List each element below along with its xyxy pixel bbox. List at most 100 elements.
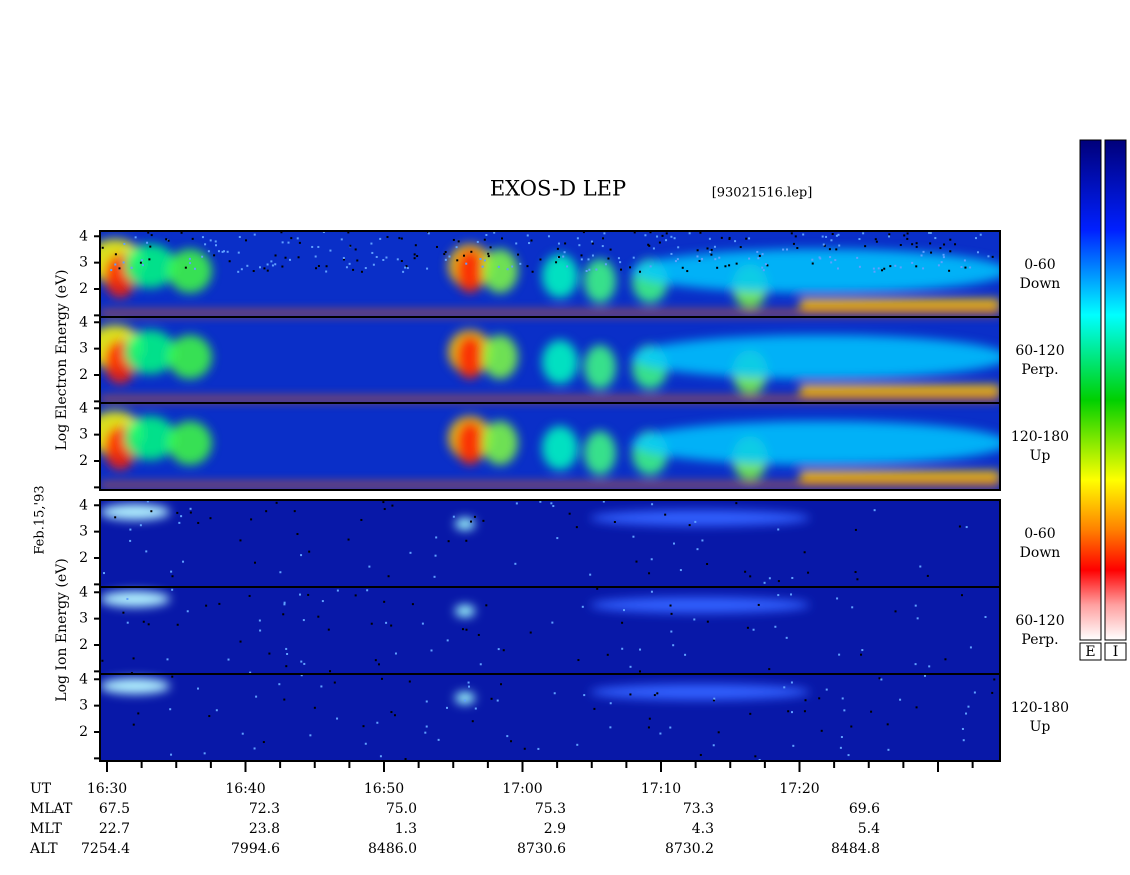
speckle xyxy=(791,576,794,579)
speckle xyxy=(249,671,252,674)
speckle xyxy=(493,231,496,234)
speckle xyxy=(713,697,716,700)
y-tick-label: 2 xyxy=(79,724,88,740)
blob xyxy=(100,591,170,607)
speckle xyxy=(483,259,486,262)
speckle xyxy=(807,571,810,574)
speckle xyxy=(506,268,509,271)
speckle xyxy=(297,256,300,259)
speckle xyxy=(754,755,757,758)
speckle xyxy=(930,251,933,254)
speckle xyxy=(652,247,655,250)
speckle xyxy=(180,515,183,518)
speckle xyxy=(483,238,486,241)
speckle xyxy=(360,270,363,273)
speckle xyxy=(819,257,822,260)
speckle xyxy=(270,260,273,263)
speckle xyxy=(122,261,125,264)
speckle xyxy=(796,247,799,250)
blob xyxy=(124,416,176,460)
speckle xyxy=(591,242,594,245)
time-label: 16:40 xyxy=(225,781,265,797)
speckle xyxy=(296,237,299,240)
speckle xyxy=(899,698,902,701)
band xyxy=(800,299,1000,309)
orbit-value: 23.8 xyxy=(249,821,280,837)
speckle xyxy=(922,250,925,253)
speckle xyxy=(383,508,386,511)
blob xyxy=(482,421,518,465)
orbit-value: 75.0 xyxy=(386,801,417,817)
speckle xyxy=(889,265,892,268)
speckle xyxy=(205,604,208,607)
speckle xyxy=(635,560,638,563)
speckle xyxy=(748,237,751,240)
speckle xyxy=(744,570,747,573)
speckle xyxy=(404,266,407,269)
speckle xyxy=(413,257,416,260)
speckle xyxy=(556,247,559,250)
speckle xyxy=(317,264,320,267)
speckle xyxy=(400,260,403,263)
speckle xyxy=(452,238,455,241)
panel-angle: 0-60 xyxy=(1024,257,1055,273)
speckle xyxy=(228,260,231,263)
time-label: 17:00 xyxy=(502,781,542,797)
speckle xyxy=(479,257,482,260)
speckle xyxy=(434,554,437,557)
blob xyxy=(168,249,212,293)
speckle xyxy=(873,509,876,512)
speckle xyxy=(644,234,647,237)
speckle xyxy=(370,242,373,245)
speckle xyxy=(916,617,919,620)
speckle xyxy=(184,266,187,269)
orbit-value: 1.3 xyxy=(395,821,417,837)
speckle xyxy=(777,594,780,597)
speckle xyxy=(421,622,424,625)
speckle xyxy=(823,244,826,247)
speckle xyxy=(424,731,427,734)
y-tick-label: 4 xyxy=(79,497,88,513)
speckle xyxy=(300,660,303,663)
orbit-value: 8730.6 xyxy=(517,841,566,857)
blob xyxy=(456,335,484,379)
speckle xyxy=(915,242,918,245)
speckle xyxy=(390,624,393,627)
blob xyxy=(168,421,212,465)
speckle xyxy=(670,630,673,633)
speckle xyxy=(984,615,987,618)
orbit-value: 8484.8 xyxy=(831,841,880,857)
speckle xyxy=(501,237,504,240)
speckle xyxy=(777,528,780,531)
speckle xyxy=(965,712,968,715)
orbit-value: 67.5 xyxy=(99,801,130,817)
speckle xyxy=(696,255,699,258)
speckle xyxy=(944,658,947,661)
y-tick-label: 3 xyxy=(79,427,88,443)
speckle xyxy=(500,683,503,686)
speckle xyxy=(497,265,500,268)
speckle xyxy=(539,258,542,261)
speckle xyxy=(629,693,632,696)
speckle xyxy=(979,233,982,236)
speckle xyxy=(126,621,129,624)
speckle xyxy=(837,233,840,236)
speckle xyxy=(386,235,389,238)
speckle xyxy=(828,248,831,251)
row-label: UT xyxy=(30,781,52,797)
speckle xyxy=(550,502,553,505)
orbit-value: 69.6 xyxy=(849,801,880,817)
speckle xyxy=(601,245,604,248)
speckle xyxy=(831,233,834,236)
speckle xyxy=(762,269,765,272)
speckle xyxy=(649,231,652,234)
blob xyxy=(456,249,484,293)
speckle xyxy=(604,263,607,266)
speckle xyxy=(566,265,569,268)
speckle xyxy=(237,270,240,273)
speckle xyxy=(259,266,262,269)
speckle xyxy=(688,232,691,235)
speckle xyxy=(629,665,632,668)
speckle xyxy=(915,706,918,709)
speckle xyxy=(786,248,789,251)
